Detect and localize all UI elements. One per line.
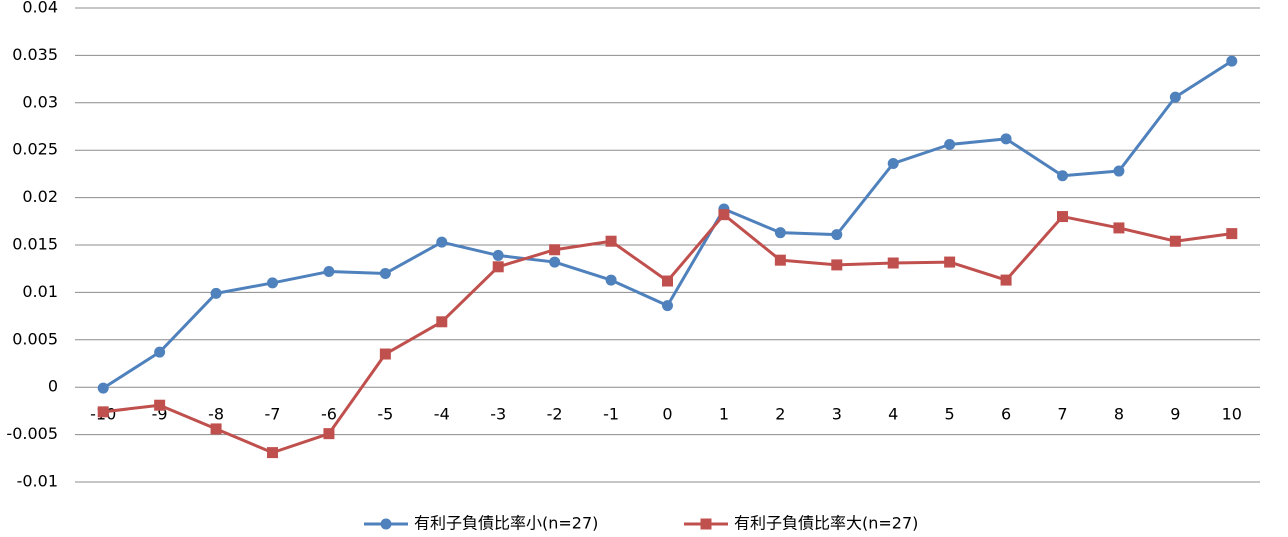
marker bbox=[944, 139, 956, 151]
marker bbox=[1000, 274, 1012, 286]
marker bbox=[1113, 222, 1125, 234]
x-tick-label: -3 bbox=[490, 405, 506, 424]
x-tick-label: 7 bbox=[1057, 405, 1067, 424]
marker bbox=[210, 423, 222, 435]
y-tick-label: 0.035 bbox=[12, 45, 58, 64]
marker bbox=[323, 266, 335, 278]
y-tick-label: 0.005 bbox=[12, 329, 58, 348]
marker bbox=[1226, 55, 1238, 67]
legend-marker bbox=[700, 518, 712, 530]
marker bbox=[379, 267, 391, 279]
marker bbox=[1169, 91, 1181, 103]
y-tick-label: 0.025 bbox=[12, 140, 58, 159]
y-tick-label: -0.005 bbox=[6, 424, 58, 443]
marker bbox=[1226, 228, 1238, 240]
x-tick-label: -2 bbox=[547, 405, 563, 424]
marker bbox=[210, 287, 222, 299]
marker bbox=[718, 209, 730, 221]
y-tick-label: -0.01 bbox=[17, 472, 58, 491]
marker bbox=[1057, 170, 1068, 182]
x-tick-label: 10 bbox=[1222, 405, 1242, 424]
x-tick-label: -5 bbox=[377, 405, 393, 424]
marker bbox=[436, 316, 448, 328]
marker bbox=[831, 229, 843, 241]
x-tick-label: 2 bbox=[775, 405, 785, 424]
marker bbox=[267, 277, 278, 289]
marker bbox=[1169, 235, 1181, 247]
series-line bbox=[102, 59, 1233, 390]
x-tick-label: -7 bbox=[265, 405, 281, 424]
x-tick-label: 0 bbox=[662, 405, 672, 424]
y-tick-label: 0.01 bbox=[22, 282, 58, 301]
marker bbox=[605, 235, 617, 247]
legend-label: 有利子負債比率大(n=27) bbox=[734, 514, 918, 533]
x-tick-label: 4 bbox=[888, 405, 898, 424]
marker bbox=[97, 382, 109, 394]
y-tick-label: 0.02 bbox=[22, 187, 58, 206]
marker bbox=[154, 346, 166, 358]
marker bbox=[831, 259, 843, 271]
y-tick-label: 0.015 bbox=[12, 235, 58, 254]
marker bbox=[97, 406, 109, 418]
marker bbox=[774, 254, 786, 266]
x-tick-label: 8 bbox=[1114, 405, 1124, 424]
marker bbox=[887, 257, 899, 269]
marker bbox=[549, 256, 561, 268]
x-tick-label: -8 bbox=[208, 405, 224, 424]
x-tick-label: -6 bbox=[321, 405, 337, 424]
marker bbox=[1000, 133, 1012, 145]
marker bbox=[492, 249, 504, 261]
marker bbox=[492, 261, 504, 273]
marker bbox=[323, 428, 335, 440]
x-tick-label: 1 bbox=[719, 405, 729, 424]
marker bbox=[662, 275, 673, 287]
legend-marker bbox=[380, 518, 392, 530]
marker bbox=[944, 256, 956, 268]
marker bbox=[379, 348, 391, 360]
x-tick-label: 6 bbox=[1001, 405, 1011, 424]
legend-item: 有利子負債比率小(n=27) bbox=[364, 514, 598, 533]
marker bbox=[1057, 211, 1068, 223]
x-tick-label: -4 bbox=[434, 405, 450, 424]
y-tick-label: 0 bbox=[48, 377, 58, 396]
x-tick-label: 9 bbox=[1170, 405, 1180, 424]
marker bbox=[154, 399, 166, 411]
y-tick-label: 0.03 bbox=[22, 92, 58, 111]
legend-label: 有利子負債比率小(n=27) bbox=[414, 514, 598, 533]
marker bbox=[549, 244, 561, 256]
legend-item: 有利子負債比率大(n=27) bbox=[684, 514, 918, 533]
x-tick-label: -1 bbox=[603, 405, 619, 424]
marker bbox=[887, 157, 899, 169]
y-tick-label: 0.04 bbox=[22, 0, 58, 17]
x-tick-label: 5 bbox=[945, 405, 955, 424]
marker bbox=[774, 227, 786, 239]
marker bbox=[605, 274, 617, 286]
marker bbox=[662, 300, 673, 312]
marker bbox=[1113, 165, 1125, 177]
marker bbox=[436, 236, 448, 248]
marker bbox=[267, 447, 278, 459]
x-tick-label: 3 bbox=[832, 405, 842, 424]
